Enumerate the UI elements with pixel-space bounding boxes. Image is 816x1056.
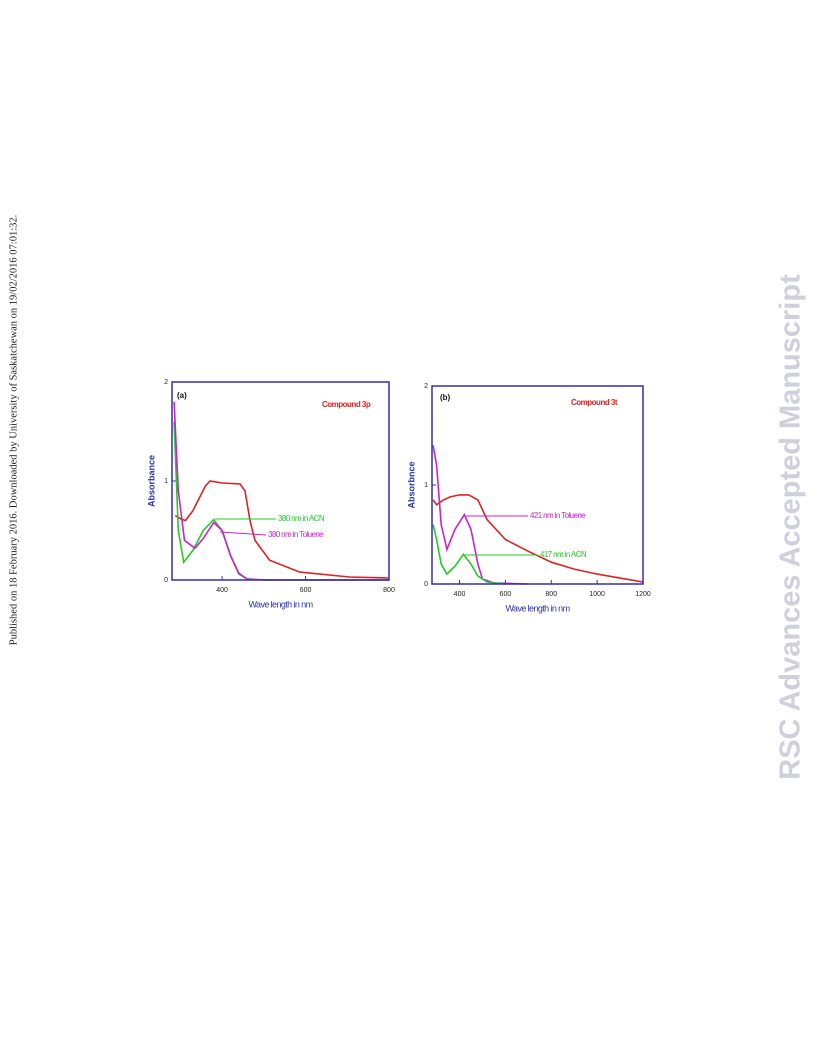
x-tick-label: 1000: [589, 591, 605, 598]
plot-frame: [171, 381, 390, 581]
plot-frame: [431, 385, 644, 585]
series-label: 380 nm in ACN: [278, 514, 325, 523]
x-tick-label: 600: [500, 591, 512, 598]
y-axis-label: Absorbnce: [406, 461, 416, 508]
x-tick-label: 600: [300, 587, 312, 594]
y-tick-label: 0: [164, 577, 168, 584]
x-tick-label: 1200: [635, 591, 651, 598]
series-line: [432, 494, 644, 583]
x-tick-label: 400: [454, 591, 466, 598]
series-label: 417 nm in ACN: [540, 550, 587, 559]
series-line: [174, 480, 389, 579]
y-tick-label: 1: [424, 482, 428, 489]
y-tick-label: 2: [164, 379, 168, 386]
side-note: Published on 18 February 2016. Downloade…: [8, 215, 19, 645]
series-line: [173, 401, 389, 581]
y-tick-label: 1: [164, 478, 168, 485]
x-tick-label: 400: [216, 587, 228, 594]
annotation: Compound 3p: [322, 400, 371, 409]
series-label: 421 nm in Toluene: [530, 511, 586, 520]
series-line: [173, 421, 389, 581]
x-axis-label: Wave length in nm: [505, 603, 569, 613]
series-line: [432, 524, 506, 585]
watermark: RSC Advances Accepted Manuscript: [775, 274, 807, 780]
y-tick-label: 2: [424, 383, 428, 390]
series-line: [432, 445, 529, 585]
x-tick-label: 800: [545, 591, 557, 598]
x-axis-label: Wave length in nm: [248, 599, 312, 609]
panel-label: (a): [177, 391, 187, 400]
y-tick-label: 0: [424, 581, 428, 588]
series-label: 380 nm in Toluene: [268, 530, 324, 539]
callout-line: [219, 531, 267, 536]
x-tick-label: 800: [383, 587, 395, 594]
annotation: Compound 3t: [571, 398, 618, 407]
y-axis-label: Absorbance: [146, 455, 156, 507]
panel-label: (b): [440, 393, 451, 402]
